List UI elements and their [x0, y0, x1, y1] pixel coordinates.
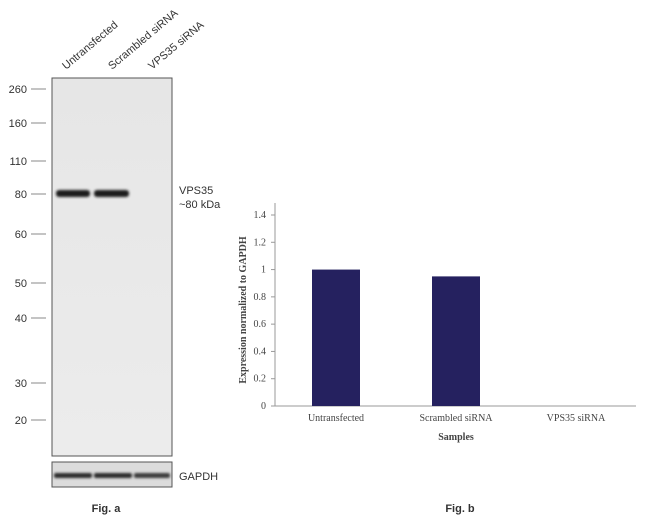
x-tick-label: Untransfected [308, 413, 364, 424]
y-tick-label: 0.8 [254, 292, 267, 303]
band [56, 190, 90, 197]
gapdh-band [94, 473, 132, 478]
y-tick-label: 1.2 [254, 237, 267, 248]
marker-label: 20 [15, 415, 27, 427]
x-tick-label: VPS35 siRNA [547, 413, 606, 424]
marker-label: 30 [15, 378, 27, 390]
y-tick-label: 0.6 [254, 319, 267, 330]
y-axis-title: Expression normalized to GAPDH [238, 236, 249, 384]
y-tick-label: 0.2 [254, 374, 267, 385]
bands [54, 190, 170, 478]
band [94, 190, 129, 197]
marker-label: 110 [9, 156, 27, 168]
x-tick-label: Scrambled siRNA [419, 413, 493, 424]
bar [432, 276, 480, 406]
y-tick-label: 1 [261, 265, 266, 276]
marker-label: 160 [9, 118, 27, 130]
caption: Fig. b [445, 503, 475, 515]
lane-label: Scrambled siRNA [106, 7, 181, 72]
loading-control-label: GAPDH [179, 471, 218, 483]
marker-label: 50 [15, 278, 27, 290]
blot-panel [51, 77, 173, 457]
band-label: VPS35 [179, 185, 213, 197]
gapdh-band [134, 473, 170, 478]
marker-label: 260 [9, 84, 27, 96]
marker-label: 60 [15, 229, 27, 241]
caption: Fig. a [92, 503, 122, 515]
gapdh-band [54, 473, 92, 478]
bar [312, 269, 360, 406]
x-axis-title: Samples [438, 432, 474, 443]
y-tick-label: 0.4 [254, 346, 267, 357]
band-size: ~80 kDa [179, 199, 221, 211]
marker-label: 40 [15, 313, 27, 325]
marker-label: 80 [15, 189, 27, 201]
y-tick-label: 0 [261, 401, 266, 412]
y-tick-label: 1.4 [254, 210, 267, 221]
